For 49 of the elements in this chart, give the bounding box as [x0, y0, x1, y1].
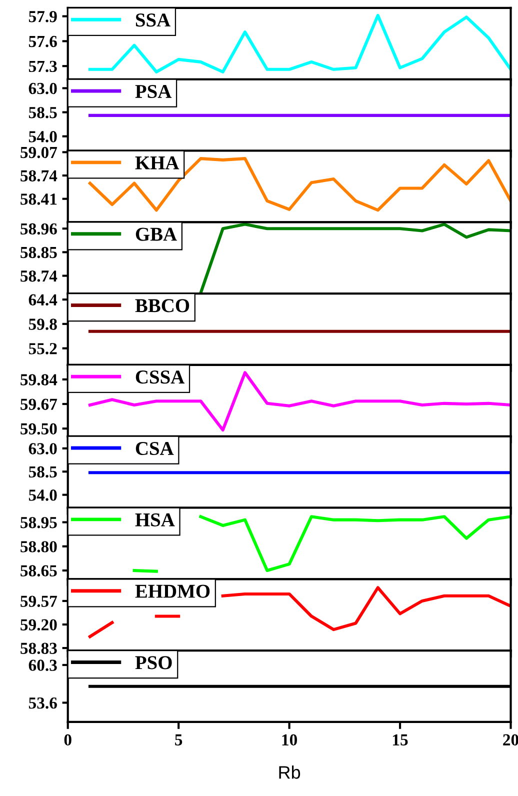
- y-tick-label: 54.0: [28, 490, 57, 501]
- y-tick-label: 58.5: [28, 106, 57, 118]
- y-tick-label: 59.8: [28, 318, 57, 330]
- y-tick-label: 63.0: [28, 443, 57, 454]
- y-tick-label: 54.0: [28, 131, 57, 142]
- y-tick-label: 58.74: [20, 170, 58, 182]
- line-series: [199, 222, 511, 294]
- y-tick-label: 58.96: [20, 223, 57, 235]
- y-tick-label: 64.4: [28, 294, 58, 306]
- y-tick-label: 59.57: [20, 596, 58, 607]
- legend-label: CSSA: [136, 370, 185, 384]
- legend-label: CSA: [136, 442, 174, 456]
- y-tick-label: 57.9: [28, 11, 57, 22]
- y-tick-label: 58.83: [20, 642, 57, 654]
- y-tick-label: 58.74: [20, 270, 58, 282]
- legend-label: KHA: [135, 156, 180, 170]
- y-tick-label: 60.3: [28, 660, 57, 672]
- legend-label: BBCO: [135, 299, 190, 312]
- y-tick-label: 63.0: [28, 82, 57, 94]
- y-tick-label: 58.95: [20, 516, 57, 528]
- y-tick-label: 58.41: [20, 194, 57, 205]
- y-tick-label: 53.6: [28, 697, 57, 709]
- line-series: [88, 371, 511, 432]
- x-tick-label: 0: [64, 734, 72, 746]
- y-tick-label: 58.85: [20, 246, 57, 258]
- legend-label: PSA: [135, 84, 172, 98]
- y-tick-label: 58.5: [28, 466, 57, 478]
- y-tick-label: 59.07: [20, 146, 58, 158]
- x-tick-label: 15: [393, 734, 408, 746]
- x-tick-label: 5: [175, 734, 182, 746]
- legend-label: EHDMO: [135, 584, 210, 598]
- y-tick-label: 59.84: [20, 374, 58, 386]
- y-tick-label: 58.80: [20, 541, 57, 552]
- y-tick-label: 58.65: [20, 565, 57, 577]
- legend-label: HSA: [135, 513, 175, 526]
- line-series: [88, 157, 511, 212]
- line-series: [88, 14, 511, 74]
- y-tick-label: 57.3: [28, 60, 57, 72]
- x-tick-label: 20: [503, 734, 518, 746]
- y-tick-label: 59.20: [20, 619, 57, 631]
- legend-label: SSA: [136, 14, 170, 27]
- y-tick-label: 59.67: [20, 398, 58, 410]
- x-tick-label: 10: [282, 734, 297, 746]
- y-tick-label: 57.6: [28, 36, 57, 48]
- x-axis-title: Rb: [279, 766, 300, 779]
- y-tick-label: 55.2: [28, 343, 57, 354]
- legend-label: GBA: [136, 228, 177, 241]
- y-tick-label: 59.50: [20, 423, 57, 435]
- legend-label: PSO: [135, 656, 172, 670]
